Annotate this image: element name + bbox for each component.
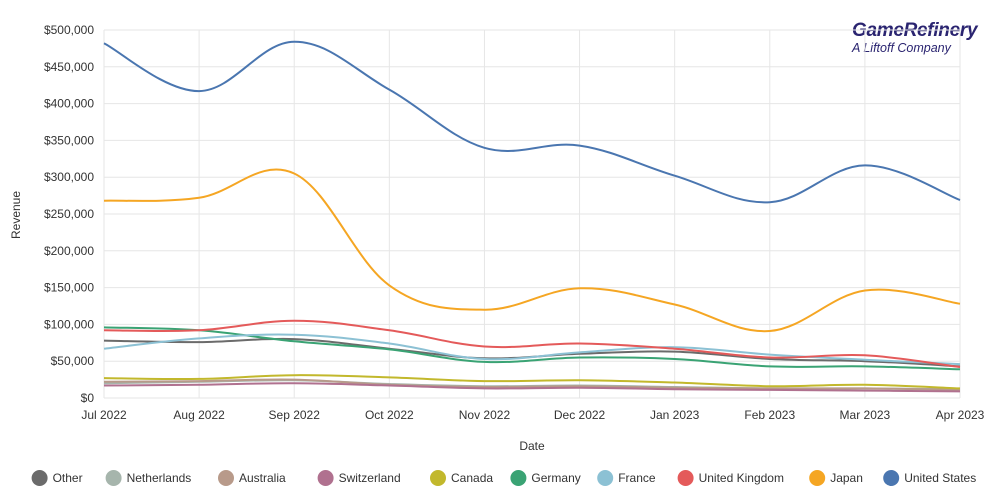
- brand-tagline: A Liftoff Company: [852, 41, 951, 55]
- x-tick-label: Dec 2022: [554, 408, 606, 422]
- legend-label: United States: [904, 471, 976, 485]
- series-line-other: [103, 337, 961, 368]
- legend[interactable]: Other Netherlands Australia Switzerland Cana…: [31, 470, 977, 486]
- x-tick-label: Apr 2023: [936, 408, 985, 422]
- x-tick-label: Aug 2022: [173, 408, 225, 422]
- y-tick-label: $200,000: [44, 244, 94, 258]
- y-tick-label: $50,000: [51, 354, 95, 368]
- legend-label: France: [618, 471, 656, 485]
- y-tick-label: $500,000: [44, 23, 94, 37]
- legend-item-united-states[interactable]: United States: [883, 470, 976, 486]
- legend-label: Switzerland: [339, 471, 401, 485]
- legend-item-united-kingdom[interactable]: United Kingdom: [677, 470, 784, 486]
- legend-swatch: [218, 470, 234, 486]
- legend-label: Other: [53, 471, 83, 485]
- y-tick-label: $250,000: [44, 207, 94, 221]
- x-tick-label: Jul 2022: [81, 408, 127, 422]
- series-lines: [103, 40, 961, 393]
- legend-swatch: [883, 470, 900, 486]
- y-tick-label: $100,000: [44, 317, 94, 331]
- x-tick-label: Nov 2022: [459, 408, 511, 422]
- y-tick-label: $0: [81, 391, 95, 405]
- legend-swatch: [677, 470, 694, 486]
- x-tick-label: Feb 2023: [744, 408, 795, 422]
- series-line-france: [103, 333, 961, 366]
- legend-item-canada[interactable]: Canada: [430, 470, 493, 486]
- x-axis: Jul 2022 Aug 2022 Sep 2022 Oct 2022 Nov 2022…: [81, 408, 984, 422]
- legend-swatch: [317, 470, 334, 486]
- legend-swatch: [597, 470, 614, 486]
- y-tick-label: $450,000: [44, 60, 94, 74]
- x-tick-label: Oct 2022: [365, 408, 414, 422]
- series-line-australia: [103, 378, 961, 391]
- series-line-germany: [103, 326, 961, 371]
- series-line-japan: [103, 168, 961, 333]
- y-tick-label: $300,000: [44, 170, 94, 184]
- legend-swatch: [31, 470, 48, 486]
- y-axis: $0 $50,000 $100,000 $150,000 $200,000 $250,00…: [44, 23, 94, 405]
- legend-swatch: [510, 470, 527, 486]
- chart-grid: [103, 29, 961, 399]
- x-tick-label: Jan 2023: [650, 408, 700, 422]
- legend-item-france[interactable]: France: [597, 470, 656, 486]
- x-tick-label: Sep 2022: [269, 408, 321, 422]
- series-line-united-kingdom: [103, 319, 961, 369]
- y-axis-title: Revenue: [9, 191, 23, 239]
- legend-item-australia[interactable]: Australia: [218, 470, 286, 486]
- legend-label: Netherlands: [127, 471, 192, 485]
- legend-label: United Kingdom: [699, 471, 784, 485]
- legend-label: Australia: [239, 471, 286, 485]
- legend-swatch: [809, 470, 826, 486]
- y-tick-label: $350,000: [44, 133, 94, 147]
- y-tick-label: $150,000: [44, 281, 94, 295]
- x-axis-title: Date: [519, 439, 545, 453]
- x-tick-label: Mar 2023: [840, 408, 891, 422]
- series-line-canada: [103, 374, 961, 390]
- legend-item-netherlands[interactable]: Netherlands: [105, 470, 192, 486]
- series-line-switzerland: [103, 382, 961, 393]
- legend-swatch: [105, 470, 122, 486]
- legend-item-germany[interactable]: Germany: [510, 470, 581, 486]
- legend-label: Canada: [451, 471, 493, 485]
- legend-label: Japan: [830, 471, 863, 485]
- legend-swatch: [430, 470, 446, 486]
- legend-item-other[interactable]: Other: [31, 470, 83, 486]
- series-line-united-states: [103, 40, 961, 204]
- legend-item-switzerland[interactable]: Switzerland: [317, 470, 401, 486]
- legend-label: Germany: [531, 471, 580, 485]
- y-tick-label: $400,000: [44, 97, 94, 111]
- legend-item-japan[interactable]: Japan: [809, 470, 863, 486]
